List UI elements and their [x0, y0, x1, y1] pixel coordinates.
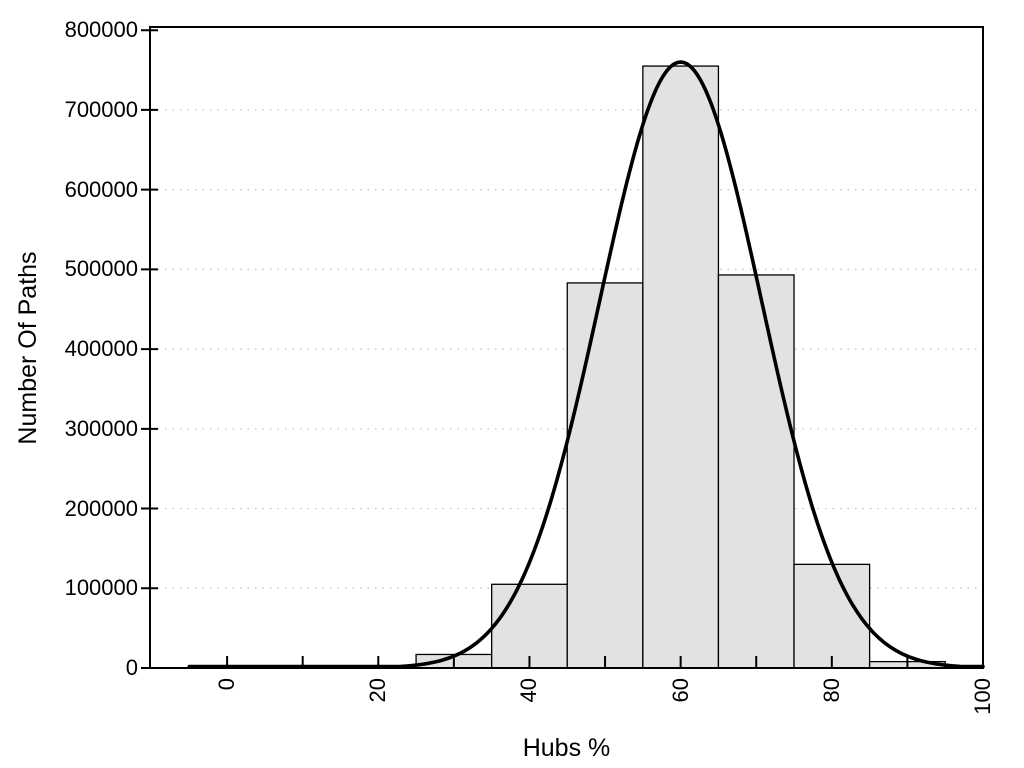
plot-frame	[149, 26, 984, 669]
y-tick-label: 600000	[64, 176, 138, 202]
x-tick-label: 60	[667, 678, 693, 703]
x-tick-label: 0	[214, 678, 240, 691]
x-axis-title: Hubs %	[522, 734, 611, 762]
y-tick-label: 800000	[64, 17, 138, 43]
histogram-bar	[491, 583, 568, 669]
fit-curve	[187, 60, 985, 669]
y-tick-label: 300000	[64, 415, 138, 441]
x-tick-label: 40	[516, 678, 542, 703]
histogram-bar	[793, 563, 871, 669]
y-tick-label: 200000	[64, 495, 138, 521]
y-tick-label: 100000	[64, 575, 138, 601]
x-tick-label: 20	[365, 678, 391, 703]
histogram-bar	[642, 65, 720, 669]
histogram-bar	[717, 274, 795, 669]
y-tick-label: 500000	[64, 256, 138, 282]
histogram-bar	[566, 282, 644, 669]
x-tick-label: 100	[970, 678, 995, 715]
y-tick-label: 700000	[64, 96, 138, 122]
y-tick-label: 400000	[64, 336, 138, 362]
y-tick-label: 0	[125, 655, 138, 680]
x-tick-label: 80	[818, 678, 844, 703]
